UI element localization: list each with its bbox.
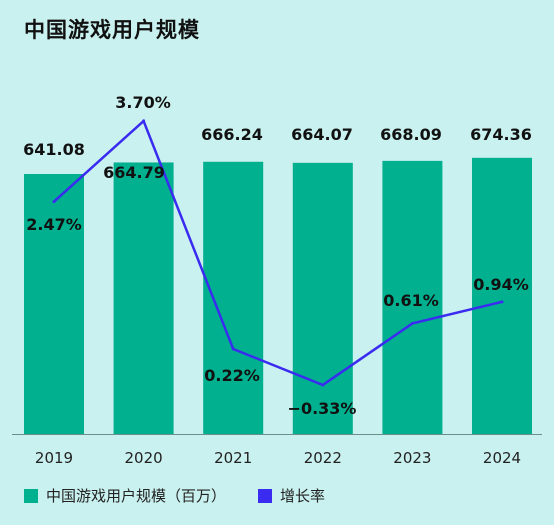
growth-point-2023	[410, 321, 414, 325]
growth-point-2019	[52, 200, 56, 204]
bar-value-label: 666.24	[201, 125, 263, 144]
x-tick-label: 2024	[483, 449, 521, 467]
bar-2022	[292, 162, 353, 435]
x-tick-label: 2021	[214, 449, 252, 467]
bar-value-label: 674.36	[470, 125, 532, 144]
bar-2020	[113, 162, 174, 435]
growth-point-2021	[231, 347, 235, 351]
growth-rate-label: 0.94%	[473, 275, 529, 294]
x-tick-label: 2020	[125, 449, 163, 467]
bar-value-label: 668.09	[380, 125, 442, 144]
growth-rate-label: 0.22%	[204, 366, 260, 385]
growth-rate-label: 2.47%	[26, 215, 82, 234]
chart-title: 中国游戏用户规模	[24, 18, 200, 42]
bar-value-label: 641.08	[23, 140, 85, 159]
legend-item-growth: 增长率	[258, 485, 325, 506]
legend-label-users: 中国游戏用户规模（百万）	[46, 487, 227, 505]
legend-label-growth: 增长率	[280, 487, 326, 505]
legend-swatch-growth	[258, 488, 273, 503]
growth-rate-label: −0.33%	[288, 399, 357, 418]
legend-swatch-users	[24, 488, 38, 503]
bar-2019	[24, 174, 84, 434]
legend-item-users: 中国游戏用户规模（百万）	[24, 485, 226, 506]
growth-rate-label: 0.61%	[383, 291, 439, 310]
bar-value-label: 664.79	[103, 163, 165, 182]
growth-point-2024	[500, 300, 504, 304]
bar-2024	[472, 157, 532, 434]
x-tick-label: 2022	[304, 449, 342, 467]
legend: 中国游戏用户规模（百万） 增长率	[24, 485, 357, 506]
growth-point-2020	[142, 119, 146, 123]
x-tick-label: 2023	[393, 449, 431, 467]
growth-point-2022	[321, 383, 325, 387]
bar-value-label: 664.07	[291, 125, 353, 144]
growth-rate-line	[53, 118, 503, 387]
chart: 2019 2020 2021 2022 2023 2024 641.08 664.79 666.…	[12, 93, 542, 467]
x-tick-label: 2019	[35, 449, 73, 467]
bar-2023	[382, 160, 443, 434]
growth-rate-label: 3.70%	[115, 93, 171, 112]
